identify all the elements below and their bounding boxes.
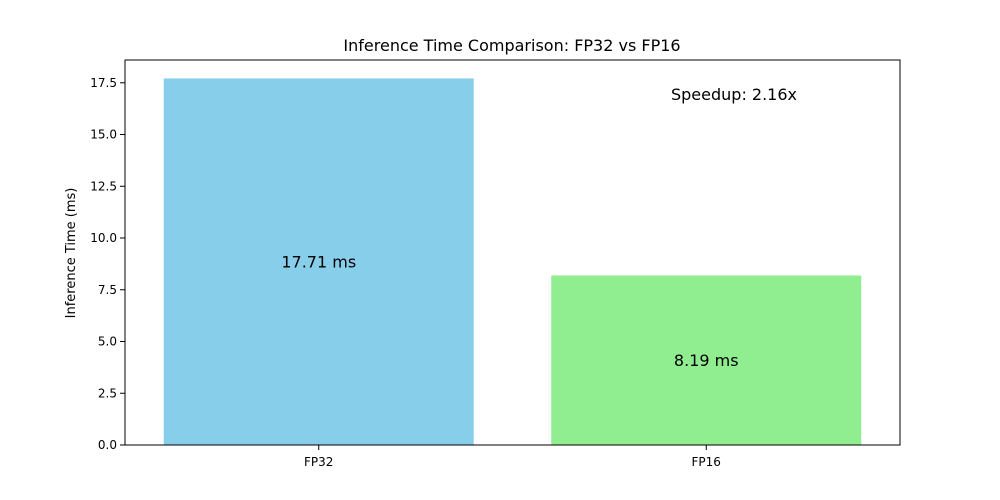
bars-group bbox=[163, 78, 862, 445]
x-tick-label-fp16: FP16 bbox=[692, 455, 721, 469]
bar-value-label-fp32: 17.71 ms bbox=[281, 253, 356, 272]
x-tick-label-fp32: FP32 bbox=[304, 455, 333, 469]
bar-value-label-fp16: 8.19 ms bbox=[674, 351, 739, 370]
y-tick-label: 5.0 bbox=[98, 335, 117, 349]
y-tick-label: 17.5 bbox=[90, 76, 117, 90]
x-ticks-group: FP32 FP16 bbox=[304, 445, 721, 469]
bar-fp32 bbox=[163, 78, 474, 445]
plot-frame bbox=[124, 59, 901, 446]
y-tick-label: 10.0 bbox=[90, 231, 117, 245]
chart-title: Inference Time Comparison: FP32 vs FP16 bbox=[343, 36, 680, 55]
bar-labels-group: 17.71 ms 8.19 ms bbox=[281, 253, 738, 371]
y-tick-label: 0.0 bbox=[98, 438, 117, 452]
y-tick-label: 2.5 bbox=[98, 386, 117, 400]
y-tick-label: 7.5 bbox=[98, 283, 117, 297]
y-ticks-group: 0.0 2.5 5.0 7.5 10.0 12.5 15.0 17.5 bbox=[90, 76, 125, 452]
y-axis-label: Inference Time (ms) bbox=[64, 188, 79, 319]
speedup-annotation: Speedup: 2.16x bbox=[671, 85, 797, 104]
y-tick-label: 15.0 bbox=[90, 128, 117, 142]
bar-fp16 bbox=[551, 275, 862, 445]
y-tick-label: 12.5 bbox=[90, 179, 117, 193]
